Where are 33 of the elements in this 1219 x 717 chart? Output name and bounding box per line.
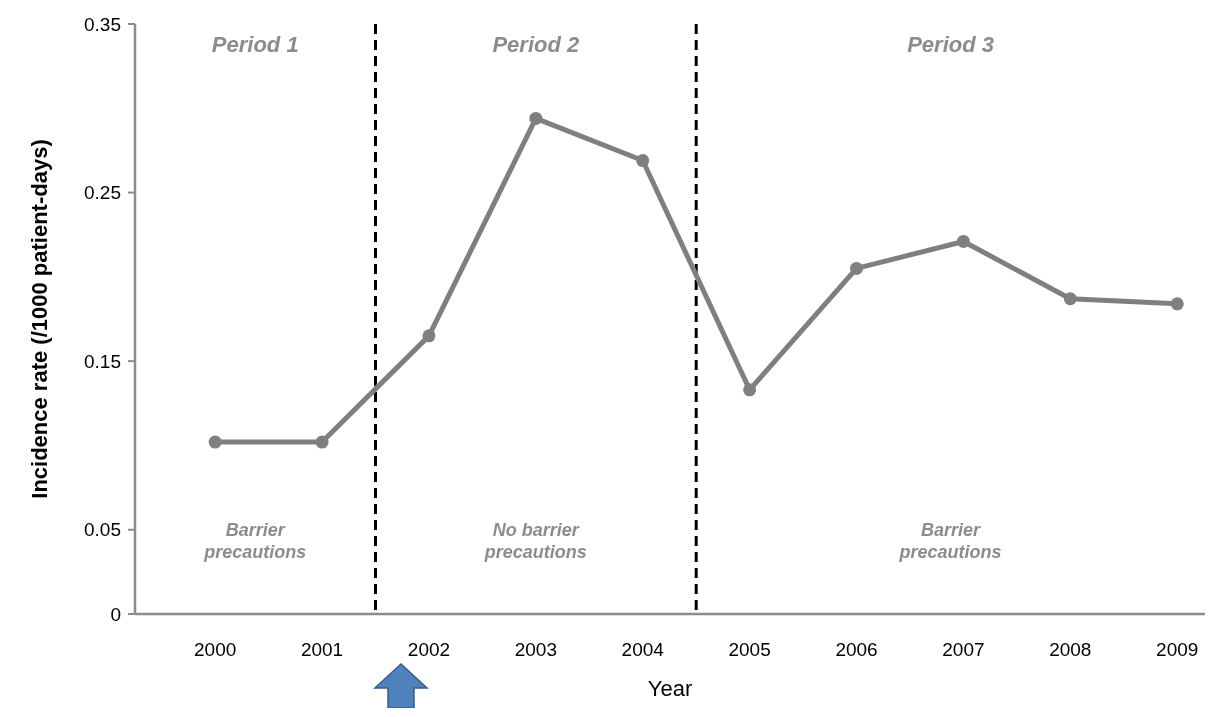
point (956, 234, 970, 248)
point (208, 435, 222, 449)
x-tick-label: 2008 (1049, 639, 1092, 660)
x-axis-title: Year (647, 676, 693, 701)
point (636, 154, 650, 168)
y-tick-label: 0 (110, 603, 121, 625)
point (315, 435, 329, 449)
annotation: Barrier precautions (898, 520, 1002, 562)
point (850, 261, 864, 275)
point (1170, 297, 1184, 311)
point (529, 111, 543, 125)
y-tick-label: 0.25 (84, 182, 121, 204)
x-tick-label: 2009 (1156, 639, 1199, 660)
y-tick-label: 0.35 (84, 13, 121, 35)
x-tick-label: 2006 (835, 639, 878, 660)
point (422, 329, 436, 343)
x-tick-label: 2005 (728, 639, 771, 660)
point (1063, 292, 1077, 306)
x-tick-label: 2003 (514, 639, 557, 660)
y-tick-label: 0.15 (84, 350, 121, 372)
x-tick-label: 2004 (621, 639, 665, 660)
x-tick-label: 2000 (194, 639, 237, 660)
annotation: Period 2 (492, 31, 581, 57)
annotation: No barrier precautions (483, 520, 587, 562)
point (743, 383, 757, 397)
y-axis-title: Incidence rate (/1000 patient-days) (27, 139, 52, 499)
annotation: Period 3 (907, 31, 994, 57)
y-tick-label: 0.05 (84, 519, 121, 541)
x-tick-label: 2007 (942, 639, 985, 660)
x-tick-label: 2001 (300, 639, 344, 660)
annotation: Barrier precautions (203, 520, 307, 562)
annotation: Period 1 (211, 31, 299, 57)
x-tick-label: 2002 (407, 639, 451, 660)
